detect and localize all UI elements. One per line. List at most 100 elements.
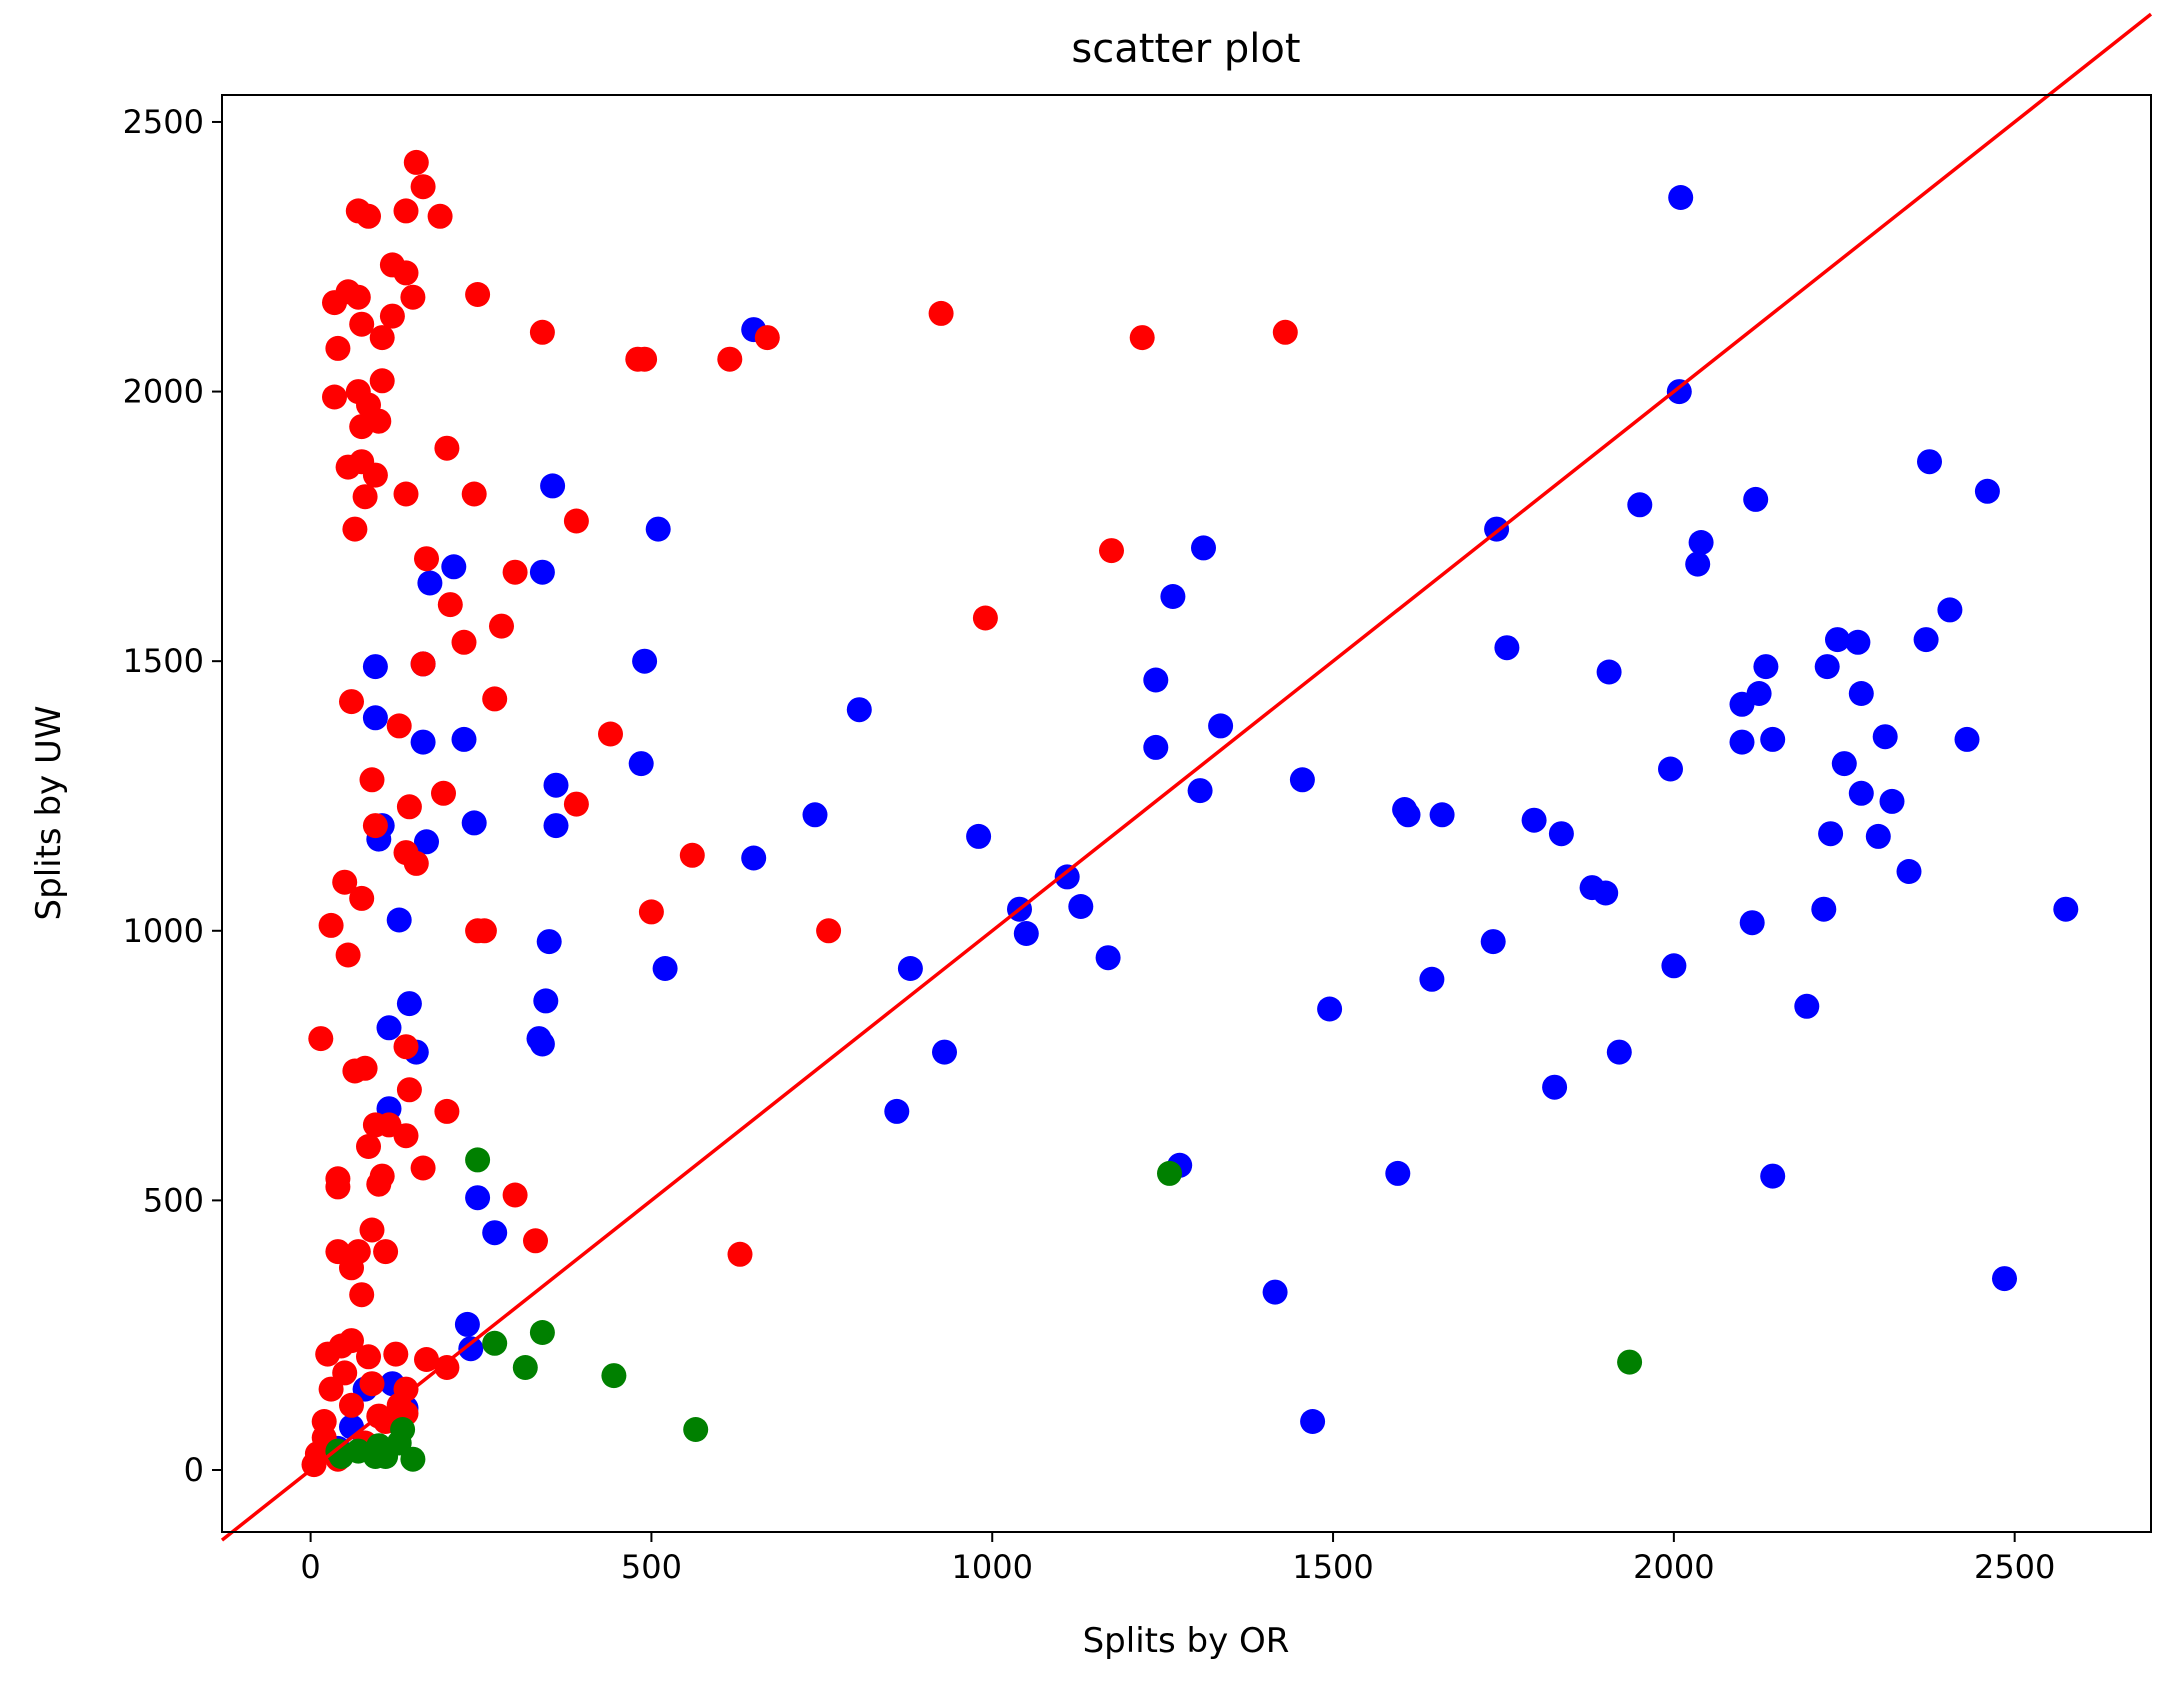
data-point: [1865, 823, 1891, 849]
data-point: [563, 508, 589, 534]
data-point: [482, 1330, 508, 1356]
data-point: [1521, 807, 1547, 833]
data-point: [1831, 751, 1857, 777]
data-point: [1954, 726, 1980, 752]
data-point: [414, 546, 439, 572]
data-point: [352, 484, 378, 510]
data-point: [1688, 530, 1714, 555]
data-point: [362, 705, 388, 731]
data-point: [410, 651, 436, 677]
data-point: [1617, 1349, 1643, 1375]
data-point: [1913, 627, 1939, 653]
data-point: [1992, 1266, 2017, 1292]
data-point: [434, 1098, 460, 1124]
data-point: [369, 368, 395, 394]
data-point: [754, 325, 780, 351]
data-point: [533, 988, 559, 1014]
data-point: [366, 1171, 392, 1197]
data-point: [349, 311, 375, 337]
data-point: [1814, 654, 1840, 680]
data-point: [1095, 945, 1121, 971]
data-point: [652, 956, 678, 981]
data-point: [434, 1355, 460, 1380]
data-point: [339, 1328, 364, 1354]
data-point: [376, 1015, 402, 1041]
data-point: [846, 697, 872, 723]
data-point: [884, 1098, 910, 1124]
data-point: [369, 325, 395, 351]
data-point: [543, 772, 569, 798]
data-point: [727, 1241, 753, 1267]
data-point: [529, 1031, 555, 1057]
data-point: [1548, 821, 1574, 847]
data-point: [1054, 864, 1080, 890]
data-point: [1729, 691, 1755, 717]
data-point: [489, 613, 514, 639]
data-point: [1068, 894, 1094, 919]
data-point: [339, 689, 364, 715]
data-point: [359, 1371, 385, 1397]
data-point: [928, 300, 954, 326]
data-point: [1760, 726, 1786, 752]
data-point: [1289, 767, 1315, 793]
data-point: [645, 516, 671, 542]
data-point: [502, 1182, 528, 1208]
data-point: [1879, 788, 1905, 814]
data-point: [1208, 713, 1234, 739]
data-point: [349, 1282, 375, 1308]
data-point: [471, 918, 497, 944]
data-point: [2053, 896, 2079, 922]
data-point: [1300, 1409, 1326, 1434]
data-point: [454, 1311, 480, 1337]
data-point: [816, 918, 842, 944]
data-point: [451, 629, 477, 655]
data-point: [393, 1123, 419, 1149]
data-point: [383, 1341, 409, 1367]
x-tick-label: 1000: [952, 1548, 1033, 1586]
data-point: [1143, 734, 1169, 760]
data-point: [1419, 966, 1445, 992]
y-tick-label: 0: [184, 1451, 204, 1489]
y-tick-label: 500: [143, 1181, 204, 1219]
data-point: [325, 335, 351, 361]
data-point: [1845, 629, 1871, 655]
data-point: [362, 813, 388, 839]
data-point: [1794, 993, 1820, 1019]
data-point: [396, 794, 422, 820]
data-point: [403, 850, 429, 876]
data-point: [345, 284, 371, 310]
data-point: [897, 956, 923, 981]
data-point: [632, 648, 658, 674]
data-point: [482, 686, 508, 712]
x-tick-label: 1500: [1292, 1548, 1373, 1586]
data-point: [1596, 659, 1622, 685]
y-axis-label: Splits by UW: [29, 706, 69, 921]
data-point: [1157, 1160, 1182, 1186]
data-point: [451, 726, 477, 752]
data-point: [417, 570, 443, 596]
data-point: [1627, 492, 1653, 518]
y-tick-label: 1500: [123, 642, 204, 680]
data-point: [356, 1344, 381, 1370]
data-point: [932, 1039, 957, 1065]
data-point: [1661, 953, 1687, 979]
data-point: [465, 1147, 491, 1173]
data-point: [1937, 597, 1963, 623]
data-point: [403, 149, 429, 175]
data-point: [1739, 910, 1765, 936]
data-point: [529, 319, 555, 345]
data-point: [802, 802, 828, 828]
data-point: [393, 260, 419, 286]
data-point: [1753, 654, 1779, 680]
data-point: [393, 198, 419, 224]
data-point: [339, 1392, 364, 1418]
data-point: [335, 942, 361, 968]
data-point: [598, 721, 623, 747]
data-point: [356, 1134, 381, 1159]
data-point: [1429, 802, 1455, 828]
data-point: [717, 346, 743, 372]
chart-title: scatter plot: [1071, 26, 1300, 72]
data-point: [741, 845, 767, 871]
data-point: [1606, 1039, 1632, 1065]
data-point: [400, 284, 426, 310]
